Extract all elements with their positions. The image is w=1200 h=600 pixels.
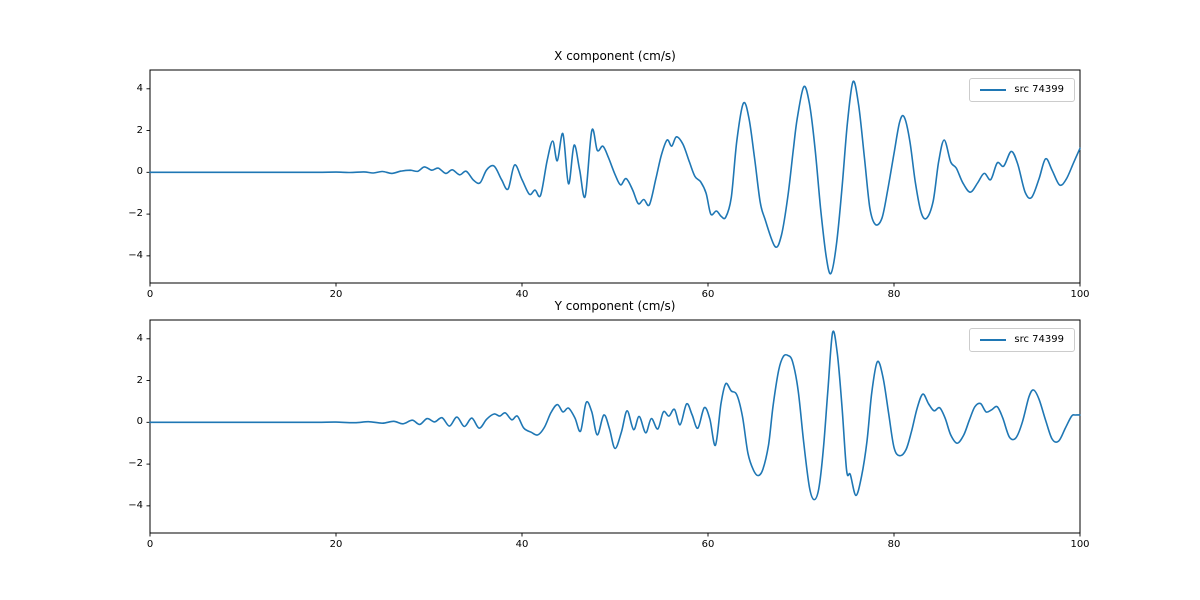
x-tick-label: 0: [146, 289, 154, 300]
x-tick-label: 0: [146, 539, 154, 550]
plot-area-x: [146, 69, 1081, 287]
x-tick-label: 80: [887, 539, 901, 550]
chart-x-component: X component (cm/s) src 74399 0 20 40 60 80 10…: [128, 49, 1090, 300]
plot-border: [149, 69, 1081, 284]
x-tick-label: 40: [515, 539, 529, 550]
x-tick-label: 20: [329, 539, 343, 550]
chart-title-x: X component (cm/s): [554, 49, 676, 63]
legend-line-swatch: [980, 89, 1007, 91]
x-tick-label: 60: [701, 289, 715, 300]
y-tick-label: 0: [136, 166, 143, 178]
plot-border: [149, 319, 1081, 534]
y-tick-label: −4: [128, 499, 143, 511]
waveform-line: [149, 330, 1081, 501]
legend-y: src 74399: [969, 328, 1075, 352]
legend-line-swatch: [980, 339, 1007, 341]
x-tick-label: 60: [701, 539, 715, 550]
waveform-line: [149, 80, 1081, 275]
y-tick-label: −4: [128, 249, 143, 261]
legend-label: src 74399: [1014, 334, 1064, 345]
legend-x: src 74399: [969, 78, 1075, 102]
x-tick-label: 40: [515, 289, 529, 300]
x-tick-label: 20: [329, 289, 343, 300]
chart-title-y: Y component (cm/s): [554, 299, 676, 313]
y-tick-label: −2: [128, 458, 143, 470]
legend-label: src 74399: [1014, 84, 1064, 95]
y-tick-label: 2: [136, 374, 143, 386]
y-tick-label: 0: [136, 416, 143, 428]
y-tick-label: 2: [136, 124, 143, 136]
y-tick-label: 4: [136, 332, 143, 344]
chart-y-component: Y component (cm/s) src 74399 0 20 40 60 80 10…: [0, 299, 1200, 600]
x-tick-label: 100: [1070, 539, 1090, 550]
x-tick-label: 80: [887, 289, 901, 300]
x-tick-label: 100: [1070, 289, 1090, 300]
plot-area-y: [146, 319, 1081, 537]
y-tick-label: 4: [136, 82, 143, 94]
y-tick-label: −2: [128, 208, 143, 220]
